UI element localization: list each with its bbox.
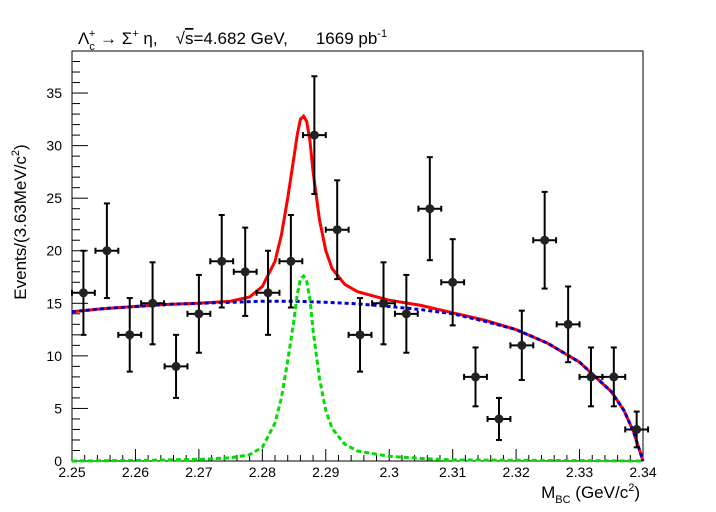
data-marker — [471, 372, 481, 382]
data-marker — [171, 361, 181, 371]
x-tick-label: 2.34 — [629, 464, 656, 480]
data-marker — [379, 298, 389, 308]
ylabel-close: ) — [11, 144, 30, 150]
title-sqrt-sign: √ — [176, 29, 186, 48]
x-tick-label: 2.27 — [185, 464, 212, 480]
xlabel-unit: (GeV/c — [571, 483, 629, 502]
fit-curves — [71, 113, 645, 463]
data-point — [440, 238, 466, 327]
title-lumi: 1669 pb — [316, 29, 377, 48]
data-point — [417, 156, 443, 262]
data-point — [140, 261, 165, 346]
y-tick-label: 5 — [54, 400, 62, 416]
title-sigma-sup: + — [132, 28, 138, 40]
ylabel-sup: 2 — [10, 150, 22, 156]
x-tick-label: 2.3 — [379, 464, 399, 480]
y-tick-label: 30 — [46, 138, 62, 154]
data-point — [601, 346, 627, 408]
data-point — [186, 273, 212, 354]
x-tick-label: 2.25 — [58, 464, 85, 480]
y-tick-label: 15 — [46, 295, 62, 311]
x-tick-label: 2.33 — [566, 464, 593, 480]
y-tick-label: 0 — [54, 453, 62, 469]
data-point — [578, 346, 604, 408]
data-point — [163, 333, 189, 399]
y-tick-label: 25 — [46, 190, 62, 206]
data-point — [486, 396, 512, 441]
data-point — [209, 214, 235, 309]
title-arrow: → Σ — [95, 29, 132, 48]
x-axis-label: MBC (GeV/c2) — [541, 482, 640, 506]
x-tick-label: 2.31 — [439, 464, 466, 480]
y-tick-label: 20 — [46, 243, 62, 259]
data-point — [624, 410, 650, 449]
data-point — [232, 226, 258, 317]
title-lambda: Λ — [78, 29, 90, 48]
y-tick-label: 35 — [46, 85, 62, 101]
data-marker — [517, 340, 527, 350]
title-lumi-sup: -1 — [377, 28, 387, 40]
data-point — [347, 297, 373, 373]
data-marker — [78, 288, 88, 298]
data-marker — [332, 225, 342, 235]
xlabel-sup: 2 — [628, 482, 634, 494]
chart-title: Λc+ → Σ+ η, √s=4.682 GeV, 1669 pb-1 — [78, 28, 387, 53]
data-point — [278, 214, 304, 309]
data-marker — [425, 204, 435, 214]
data-point — [324, 179, 350, 281]
x-tick-label: 2.28 — [249, 464, 276, 480]
data-marker — [194, 309, 204, 319]
data-marker — [240, 267, 250, 277]
data-marker — [286, 256, 296, 266]
background-curve — [71, 299, 645, 462]
data-point — [301, 75, 327, 195]
data-point — [393, 273, 419, 354]
title-sqrt-s: s — [185, 29, 194, 48]
x-tick-label: 2.26 — [122, 464, 149, 480]
signal-curve — [71, 273, 644, 463]
xlabel-main: M — [541, 483, 555, 502]
xlabel-sub: BC — [555, 494, 570, 506]
data-marker — [494, 414, 504, 424]
data-marker — [448, 277, 458, 287]
data-marker — [632, 424, 642, 434]
data-marker — [586, 372, 596, 382]
data-point — [532, 190, 558, 290]
data-marker — [102, 246, 112, 256]
data-marker — [609, 372, 619, 382]
data-marker — [355, 330, 365, 340]
data-point — [94, 202, 120, 300]
title-lambda-sup: + — [89, 28, 95, 40]
data-point — [509, 309, 535, 382]
data-marker — [309, 130, 319, 140]
data-point — [255, 249, 281, 336]
data-marker — [263, 288, 273, 298]
title-lambda-sub: c — [89, 41, 95, 53]
xlabel-close: ) — [634, 483, 640, 502]
total-curve — [71, 113, 645, 462]
data-point — [555, 285, 581, 364]
data-marker — [540, 235, 550, 245]
data-marker — [148, 298, 158, 308]
data-point — [463, 346, 488, 408]
axis-ticks: 2.25 2.26 2.27 2.28 2.29 2.3 2.31 2.32 2.33 2.34 0… — [46, 50, 657, 480]
x-tick-label: 2.29 — [312, 464, 339, 480]
data-marker — [217, 256, 227, 266]
ylabel-main: Events/(3.63MeV/c — [11, 156, 30, 300]
data-points — [71, 75, 650, 449]
data-marker — [563, 319, 573, 329]
data-marker — [125, 330, 135, 340]
plot-frame — [71, 50, 644, 462]
title-eta: η, — [139, 29, 158, 48]
data-point — [117, 297, 143, 373]
data-point — [371, 261, 396, 346]
y-axis-label: Events/(3.63MeV/c2) — [10, 144, 30, 299]
title-energy: =4.682 GeV, — [193, 29, 287, 48]
y-tick-label: 10 — [46, 348, 62, 364]
data-point — [71, 249, 96, 336]
x-tick-label: 2.32 — [502, 464, 529, 480]
data-marker — [401, 309, 411, 319]
